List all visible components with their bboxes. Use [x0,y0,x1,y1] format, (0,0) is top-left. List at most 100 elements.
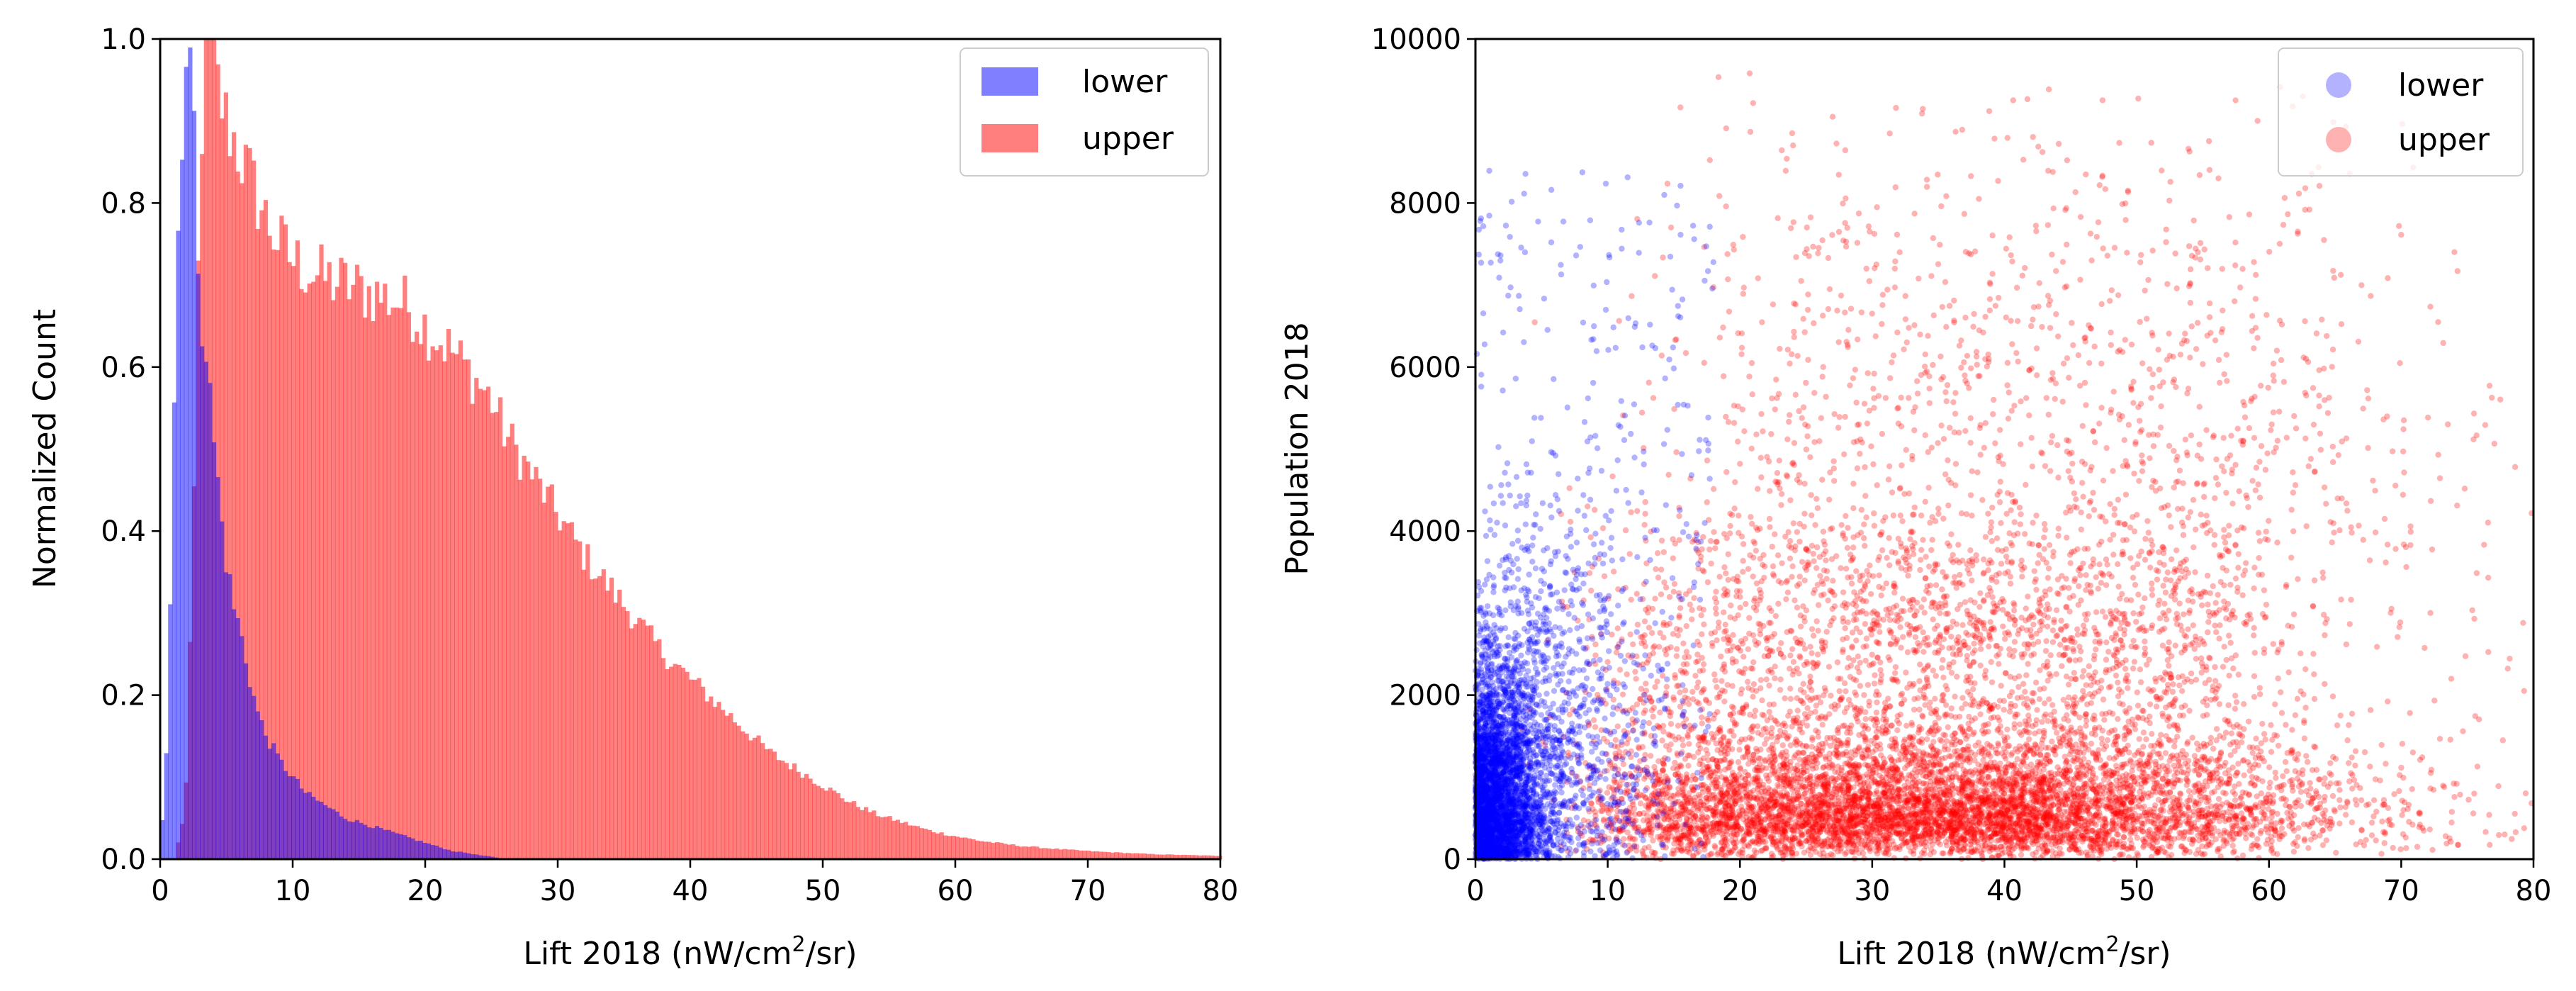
histogram-bar-upper [1198,855,1203,859]
histogram-bar-upper [1058,849,1064,859]
scatter-point-upper [1823,829,1830,835]
histogram-x-tick-label: 20 [407,875,444,907]
scatter-point-upper [2160,815,2167,822]
histogram-bar-upper [855,807,860,859]
scatter-point-upper [1670,765,1677,772]
scatter-point-upper [2302,753,2310,759]
histogram-bar-upper [760,743,765,859]
scatter-point-upper [2283,768,2290,775]
histogram-bar-upper [514,444,519,859]
histogram-bar-lower [442,849,447,859]
histogram-bar-upper [466,359,471,859]
histogram-bar-lower [418,840,423,859]
scatter-point-upper [2448,819,2455,826]
histogram-x-ticks: 0 10 20 30 40 50 60 70 80 [151,859,1238,907]
scatter-point-upper [1731,813,1737,819]
histogram-bar-upper [808,778,813,859]
scatter-point-upper [1891,809,1899,815]
scatter-point-upper [1850,813,1857,820]
histogram-bar-upper [442,361,447,859]
scatter-point-upper [1850,793,1857,800]
histogram-bar-upper [394,307,400,860]
histogram-bar-upper [497,397,503,859]
scatter-point-upper [2007,783,2014,789]
scatter-point-upper [2136,736,2142,742]
scatter-point-upper [2367,763,2373,770]
histogram-bar-lower [171,402,177,859]
scatter-point-upper [2199,807,2206,814]
histogram-y-tick-label: 0.0 [101,844,146,876]
histogram-bar-lower [243,663,249,859]
histogram-bar-lower [422,842,427,859]
histogram-bar-upper [605,590,610,859]
histogram-bar-upper [474,378,479,859]
histogram-bar-upper [1018,846,1023,859]
scatter-point-upper [1901,765,1908,771]
histogram-bar-lower [240,636,244,859]
histogram-bar-upper [415,331,420,859]
scatter-point-upper [1728,849,1735,855]
scatter-point-upper [2268,749,2275,755]
histogram-bar-upper [1067,849,1072,859]
scatter-point-upper [1896,821,1902,827]
scatter-point-upper [1815,841,1821,848]
scatter-point-upper [2249,832,2256,839]
scatter-point-upper [1712,825,1719,832]
histogram-bar-upper [867,812,872,859]
scatter-point-upper [1696,825,1702,832]
scatter-point-upper [2319,827,2327,834]
scatter-point-upper [2178,830,2184,836]
histogram-bar-lower [354,819,360,859]
scatter-point-upper [1650,713,1656,720]
scatter-point-upper [2032,822,2039,828]
histogram-bar-upper [1158,854,1163,859]
histogram-bar-upper [510,423,514,859]
histogram-bar-lower [394,833,400,859]
scatter-point-upper [2280,773,2286,780]
scatter-point-upper [2229,764,2236,771]
histogram-bar-upper [823,790,829,859]
scatter-point-upper [2342,812,2349,818]
histogram-x-tick-label: 0 [151,875,169,907]
scatter-point-upper [1967,841,1974,848]
histogram-bar-lower [203,362,208,859]
scatter-point-upper [2304,758,2311,766]
histogram-bar-upper [561,521,566,859]
histogram-bar-upper [546,486,551,859]
histogram-bar-upper [812,783,817,859]
histogram-y-tick-label: 0.6 [101,352,146,384]
histogram-bar-upper [1205,855,1210,859]
histogram-bar-upper [534,466,539,859]
histogram-bar-lower [164,753,169,859]
histogram-bar-upper [629,628,634,859]
scatter-point-upper [1806,822,1813,828]
scatter-point-upper [1908,743,1915,749]
scatter-point-upper [1703,784,1710,790]
scatter-point-upper [1920,772,1927,779]
scatter-point-upper [2319,841,2327,849]
histogram-bar-upper [1003,844,1008,859]
histogram-bar-upper [1122,853,1127,859]
histogram-bar-upper [240,183,244,860]
histogram-bar-upper [458,340,463,859]
scatter-point-upper [1943,766,1950,773]
histogram-bar-upper [1098,851,1103,859]
histogram-bar-lower [403,835,407,859]
histogram-bar-lower [383,829,388,859]
scatter-point-upper [2025,736,2032,742]
scatter-point-upper [2264,836,2271,844]
scatter-point-upper [1759,697,1765,704]
scatter-point-upper [1827,734,1834,741]
histogram-bar-upper [741,731,746,859]
scatter-point-upper [1738,736,1745,743]
scatter-point-upper [2197,830,2204,836]
histogram-bar-upper [884,817,889,859]
scatter-point-upper [1614,723,1621,729]
histogram-bar-upper [418,344,423,859]
histogram-bar-upper [549,484,554,859]
histogram-bar-upper [1054,848,1059,859]
scatter-point-upper [2022,776,2029,783]
scatter-point-upper [2295,751,2302,758]
histogram-bar-upper [712,707,717,859]
histogram-bar-upper [828,788,833,859]
